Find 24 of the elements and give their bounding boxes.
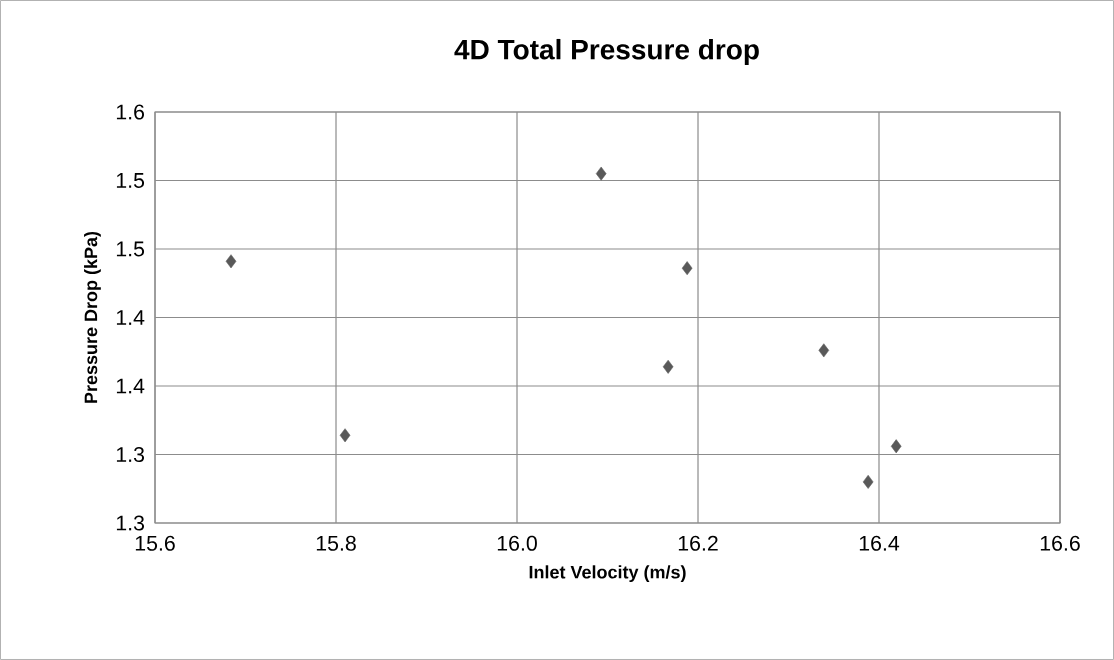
point <box>890 439 902 454</box>
y-tick-label: 1.6 <box>116 104 145 120</box>
y-axis-title: Pressure Drop (kPa) <box>84 231 101 403</box>
y-tick-label: 1.5 <box>116 173 145 188</box>
y-tick-label: 1.3 <box>116 515 145 531</box>
x-tick-label: 16.4 <box>859 535 900 551</box>
point <box>225 254 237 269</box>
point <box>662 359 674 374</box>
chart-title: 4D Total Pressure drop <box>454 38 759 66</box>
x-tick-label: 15.8 <box>316 535 356 551</box>
point <box>862 474 874 489</box>
point <box>681 261 693 276</box>
y-tick-label: 1.4 <box>116 378 145 394</box>
x-tick-label: 16.0 <box>497 535 537 551</box>
x-tick-label: 15.6 <box>135 535 175 551</box>
x-axis-title: Inlet Velocity (m/s) <box>529 565 686 583</box>
y-tick-label: 1.5 <box>116 241 145 257</box>
point <box>595 166 607 181</box>
point <box>339 428 351 443</box>
x-tick-label: 16.6 <box>1040 535 1080 551</box>
y-tick-label: 1.3 <box>116 446 145 463</box>
point <box>818 343 830 358</box>
y-tick-label: 1.4 <box>116 310 145 325</box>
x-tick-label: 16.2 <box>678 535 718 551</box>
